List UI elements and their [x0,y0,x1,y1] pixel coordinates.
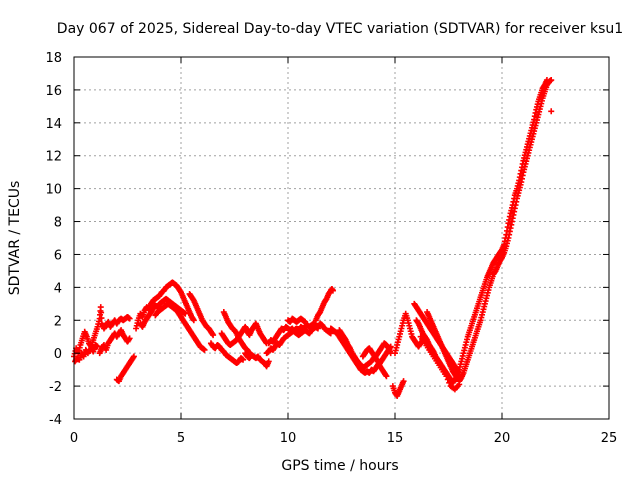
y-tick-label: -2 [49,380,62,395]
y-tick-label: 14 [45,117,62,132]
chart-title: Day 067 of 2025, Sidereal Day-to-day VTE… [57,21,623,37]
x-axis-label: GPS time / hours [281,458,398,474]
data-point [201,346,208,353]
data-point [444,376,451,383]
data-points [71,77,555,399]
data-point [314,325,321,332]
plot-frame [73,56,610,420]
data-point [210,332,217,339]
y-tick-label: 6 [54,248,62,263]
x-tick-label: 20 [494,431,511,446]
data-point [240,356,247,363]
y-tick-label: 12 [45,150,62,165]
data-point [400,378,407,385]
data-point [126,315,133,322]
x-tick-label: 25 [601,431,618,446]
y-tick-label: -4 [49,413,62,428]
y-tick-label: 0 [54,347,62,362]
data-point [98,315,105,322]
y-tick-label: 16 [45,84,62,99]
data-point [97,304,104,311]
y-tick-labels: -4 -2 0 2 4 6 8 10 12 14 16 18 [45,51,62,428]
x-tick-label: 10 [280,431,297,446]
data-point [446,379,453,386]
y-axis-label: SDTVAR / TECUs [7,181,23,296]
data-point [383,373,390,380]
y-tick-label: 2 [54,314,62,329]
data-point [543,77,550,84]
axis-ticks [73,56,610,420]
data-point [98,309,105,316]
x-tick-label: 15 [387,431,404,446]
data-point [182,310,189,317]
x-tick-label: 5 [177,431,185,446]
data-point [456,381,463,388]
data-point [548,108,555,115]
y-tick-label: 8 [54,216,62,231]
data-point [329,287,336,294]
data-point [302,318,309,325]
y-tick-label: 10 [45,183,62,198]
y-tick-label: 18 [45,51,62,66]
x-tick-labels: 0 5 10 15 20 25 [70,431,617,446]
data-point [126,335,133,342]
y-tick-label: 4 [54,281,62,296]
data-point [265,358,272,365]
x-tick-label: 0 [70,431,78,446]
data-point [190,317,197,324]
data-point [443,373,450,380]
data-point [130,353,137,360]
